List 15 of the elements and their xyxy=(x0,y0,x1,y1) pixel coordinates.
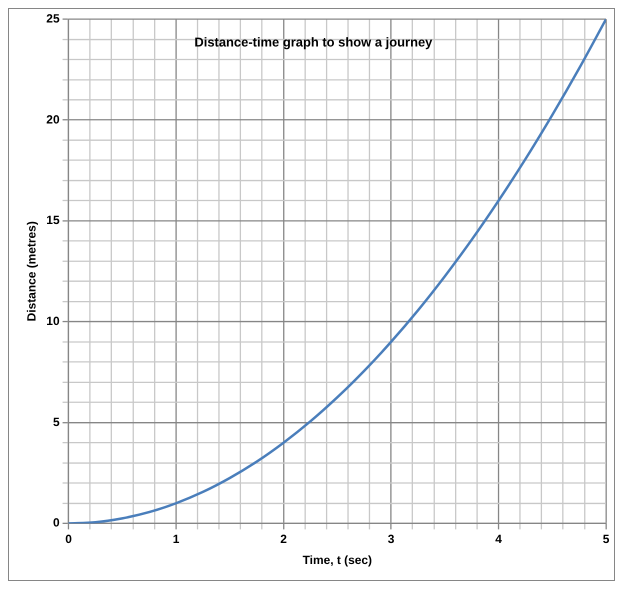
x-tick-label: 0 xyxy=(65,532,72,546)
x-tick-label: 2 xyxy=(280,532,288,546)
y-tick-label: 15 xyxy=(46,213,60,228)
x-tick-label: 5 xyxy=(602,532,610,546)
text: Distance-time graph to show a journey xyxy=(194,34,434,50)
x-tick-label: 4 xyxy=(495,532,502,546)
y-tick-label: 0 xyxy=(52,516,60,530)
x-axis-title: Time, t (sec) xyxy=(302,553,372,568)
y-tick-label: 10 xyxy=(46,314,60,328)
y-tick-label: 25 xyxy=(46,11,60,26)
y-tick-label: 20 xyxy=(46,112,60,126)
y-axis-title: Distance (metres) xyxy=(24,221,38,322)
x-tick-label: 1 xyxy=(172,532,180,546)
x-tick-label: 3 xyxy=(388,532,395,546)
y-tick-label: 5 xyxy=(52,414,60,429)
